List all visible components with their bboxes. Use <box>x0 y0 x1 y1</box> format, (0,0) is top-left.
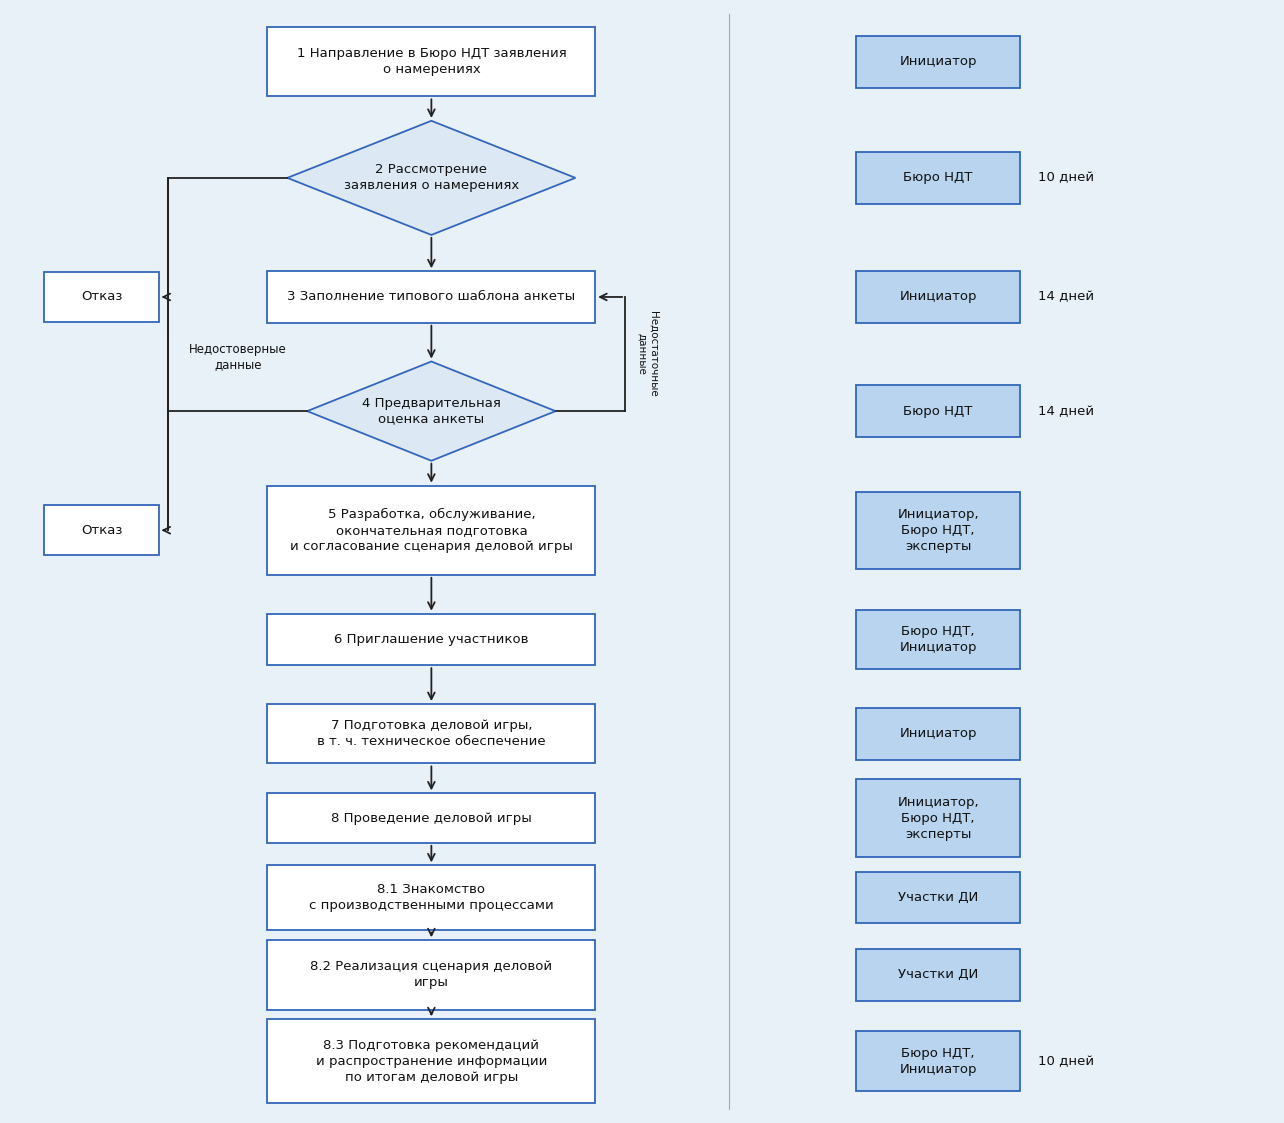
FancyBboxPatch shape <box>856 36 1019 88</box>
FancyBboxPatch shape <box>267 613 596 665</box>
Text: 1 Направление в Бюро НДТ заявления
о намерениях: 1 Направление в Бюро НДТ заявления о нам… <box>297 47 566 76</box>
FancyBboxPatch shape <box>267 704 596 764</box>
FancyBboxPatch shape <box>856 871 1019 923</box>
Text: Инициатор: Инициатор <box>899 291 977 303</box>
Text: 14 дней: 14 дней <box>1037 404 1094 418</box>
Text: Отказ: Отказ <box>81 523 122 537</box>
FancyBboxPatch shape <box>267 27 596 97</box>
Text: Бюро НДТ: Бюро НДТ <box>904 172 973 184</box>
FancyBboxPatch shape <box>267 865 596 930</box>
FancyBboxPatch shape <box>267 1019 596 1104</box>
FancyBboxPatch shape <box>856 707 1019 759</box>
FancyBboxPatch shape <box>856 152 1019 203</box>
Text: Участки ДИ: Участки ДИ <box>898 968 978 982</box>
Text: Бюро НДТ,
Инициатор: Бюро НДТ, Инициатор <box>899 1047 977 1076</box>
Text: 10 дней: 10 дней <box>1037 1054 1094 1068</box>
FancyBboxPatch shape <box>856 610 1019 669</box>
Text: 6 Приглашение участников: 6 Приглашение участников <box>334 633 529 646</box>
FancyBboxPatch shape <box>856 949 1019 1001</box>
FancyBboxPatch shape <box>856 492 1019 569</box>
FancyBboxPatch shape <box>856 1032 1019 1092</box>
FancyBboxPatch shape <box>267 485 596 575</box>
FancyBboxPatch shape <box>45 272 159 322</box>
FancyBboxPatch shape <box>267 793 596 843</box>
Text: 14 дней: 14 дней <box>1037 291 1094 303</box>
Text: 8.3 Подготовка рекомендаций
и распространение информации
по итогам деловой игры: 8.3 Подготовка рекомендаций и распростра… <box>316 1039 547 1084</box>
Text: Инициатор: Инициатор <box>899 55 977 69</box>
Text: Участки ДИ: Участки ДИ <box>898 891 978 904</box>
FancyBboxPatch shape <box>856 385 1019 437</box>
Text: Инициатор,
Бюро НДТ,
эксперты: Инициатор, Бюро НДТ, эксперты <box>898 508 978 553</box>
Text: Инициатор: Инициатор <box>899 728 977 740</box>
Text: 7 Подготовка деловой игры,
в т. ч. техническое обеспечение: 7 Подготовка деловой игры, в т. ч. техни… <box>317 719 546 748</box>
FancyBboxPatch shape <box>856 271 1019 322</box>
Text: 8 Проведение деловой игры: 8 Проведение деловой игры <box>331 812 532 824</box>
Text: Недостаточные
данные: Недостаточные данные <box>637 311 659 396</box>
FancyBboxPatch shape <box>267 271 596 322</box>
Text: 4 Предварительная
оценка анкеты: 4 Предварительная оценка анкеты <box>362 396 501 426</box>
Polygon shape <box>288 121 575 235</box>
FancyBboxPatch shape <box>856 779 1019 857</box>
Text: 8.2 Реализация сценария деловой
игры: 8.2 Реализация сценария деловой игры <box>311 960 552 989</box>
FancyBboxPatch shape <box>267 940 596 1010</box>
FancyBboxPatch shape <box>45 505 159 555</box>
Text: Бюро НДТ,
Инициатор: Бюро НДТ, Инициатор <box>899 624 977 654</box>
Text: Инициатор,
Бюро НДТ,
эксперты: Инициатор, Бюро НДТ, эксперты <box>898 795 978 841</box>
Text: 5 Разработка, обслуживание,
окончательная подготовка
и согласование сценария дел: 5 Разработка, обслуживание, окончательна… <box>290 508 573 553</box>
Polygon shape <box>307 362 556 460</box>
Text: 2 Рассмотрение
заявления о намерениях: 2 Рассмотрение заявления о намерениях <box>344 163 519 192</box>
Text: Бюро НДТ: Бюро НДТ <box>904 404 973 418</box>
Text: 3 Заполнение типового шаблона анкеты: 3 Заполнение типового шаблона анкеты <box>288 291 575 303</box>
Text: Отказ: Отказ <box>81 291 122 303</box>
Text: 10 дней: 10 дней <box>1037 172 1094 184</box>
Text: 8.1 Знакомство
с производственными процессами: 8.1 Знакомство с производственными проце… <box>309 883 553 912</box>
Text: Недостоверные
данные: Недостоверные данные <box>189 343 286 371</box>
